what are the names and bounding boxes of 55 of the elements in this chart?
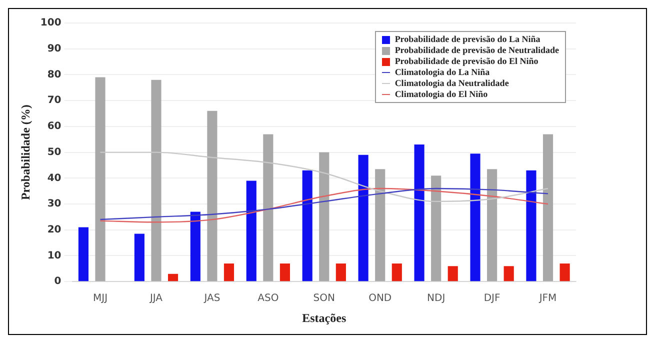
y-tick-label: 0 <box>54 276 62 288</box>
x-tick-label: ASO <box>258 293 279 304</box>
bar <box>375 169 386 282</box>
y-tick-label: 80 <box>47 69 62 80</box>
bar <box>487 169 498 282</box>
bar <box>358 154 368 282</box>
bar <box>392 264 402 282</box>
bar <box>448 266 458 282</box>
legend-label: Probabilidade de previsão do La Niña <box>394 34 540 45</box>
bar <box>526 170 536 282</box>
bar <box>134 234 144 282</box>
x-tick-label: JJA <box>148 293 163 304</box>
y-axis-title: Probabilidade (%) <box>18 104 32 200</box>
y-tick-label: 30 <box>47 198 62 210</box>
bar <box>414 144 424 282</box>
legend-label: Probabilidade de previsão do El Niño <box>394 56 538 67</box>
x-tick-label: OND <box>368 293 392 304</box>
bar <box>207 110 218 282</box>
y-tick-label: 100 <box>40 18 62 29</box>
line-series <box>100 152 549 202</box>
bar <box>246 180 256 282</box>
x-axis-title: Estações <box>302 310 346 325</box>
bar <box>168 274 178 282</box>
x-tick-label: MJJ <box>92 293 108 304</box>
bar <box>319 152 330 282</box>
bar <box>190 212 200 282</box>
y-tick-label: 50 <box>47 146 62 158</box>
x-tick-label: SON <box>313 293 335 304</box>
bar <box>560 264 570 282</box>
x-tick-label: DJF <box>484 293 500 304</box>
legend-label: Climatologia da Neutralidade <box>394 78 509 89</box>
bar <box>224 264 234 282</box>
x-tick-label: JFM <box>538 293 557 304</box>
bar <box>263 134 274 282</box>
bar <box>542 134 554 282</box>
bar <box>302 170 312 282</box>
legend-label: Climatologia do La Niña <box>394 67 490 78</box>
y-tick-label: 20 <box>47 224 62 236</box>
bar <box>504 266 514 282</box>
y-tick-label: 90 <box>47 43 62 54</box>
x-tick-label: NDJ <box>427 293 446 304</box>
bar <box>470 154 480 282</box>
y-tick-label: 70 <box>47 95 62 106</box>
bar <box>151 80 162 282</box>
bar <box>280 264 290 282</box>
bar <box>95 77 106 282</box>
y-tick-label: 40 <box>47 172 62 184</box>
y-tick-label: 60 <box>47 121 62 132</box>
legend-label: Climatologia do El Niño <box>394 89 488 100</box>
bar <box>336 264 346 282</box>
y-tick-label: 10 <box>47 250 62 262</box>
legend-label: Probabilidade de previsão de Neutralidade <box>394 45 559 56</box>
x-tick-label: JAS <box>203 293 220 304</box>
bar <box>431 176 442 282</box>
bar <box>78 227 89 282</box>
